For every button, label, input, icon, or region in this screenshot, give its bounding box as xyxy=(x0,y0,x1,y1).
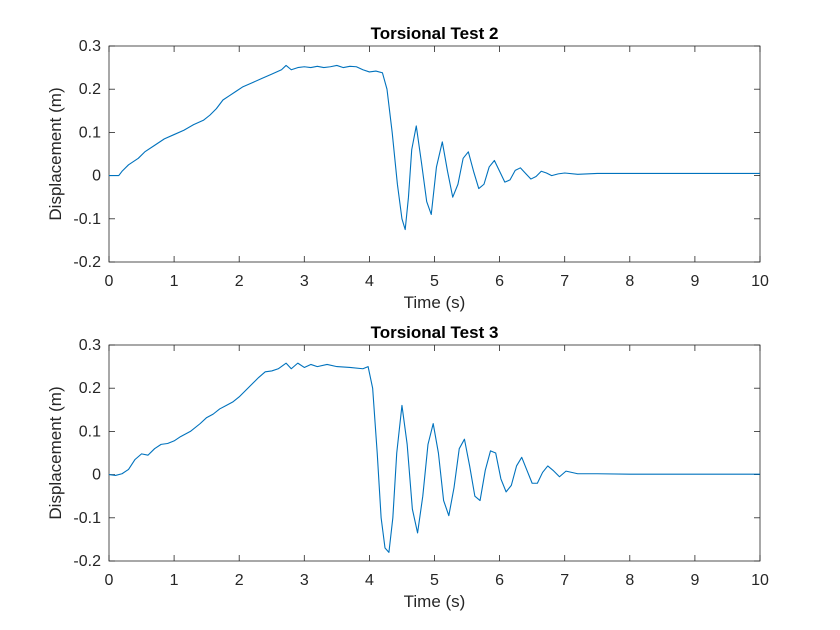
x-tick-label: 0 xyxy=(105,273,114,290)
subplot-2: Torsional Test 3 Time (s) Displacement (… xyxy=(46,323,769,611)
chart-title: Torsional Test 2 xyxy=(371,24,499,43)
x-tick-label: 9 xyxy=(690,572,699,589)
x-tick-label: 10 xyxy=(751,273,769,290)
tick-group: 0 1 2 3 4 5 6 7 8 9 10 -0.2 -0.1 0 0.1 0.2 0.3 xyxy=(73,38,769,290)
y-tick-label: -0.2 xyxy=(73,254,101,271)
y-axis-label: Displacement (m) xyxy=(46,386,65,519)
chart-title: Torsional Test 3 xyxy=(371,323,499,342)
x-tick-label: 7 xyxy=(560,572,569,589)
x-tick-label: 8 xyxy=(625,572,634,589)
y-tick-label: 0.1 xyxy=(79,423,101,440)
y-tick-label: -0.1 xyxy=(73,211,101,228)
y-tick-label: 0 xyxy=(92,168,101,185)
x-tick-label: 4 xyxy=(365,273,374,290)
x-tick-label: 9 xyxy=(690,273,699,290)
x-tick-label: 8 xyxy=(625,273,634,290)
x-tick-label: 1 xyxy=(170,572,179,589)
subplot-1: Torsional Test 2 Time (s) Displacement (… xyxy=(46,24,769,312)
y-tick-label: 0.3 xyxy=(79,38,101,55)
y-tick-label: 0 xyxy=(92,467,101,484)
x-tick-label: 3 xyxy=(300,273,309,290)
y-tick-label: -0.2 xyxy=(73,553,101,570)
x-axis-label: Time (s) xyxy=(404,592,466,611)
x-tick-label: 5 xyxy=(430,572,439,589)
x-tick-label: 4 xyxy=(365,572,374,589)
x-tick-label: 6 xyxy=(495,273,504,290)
y-tick-label: 0.2 xyxy=(79,380,101,397)
plot-area xyxy=(108,344,761,562)
x-tick-label: 3 xyxy=(300,572,309,589)
series-line xyxy=(108,362,760,553)
y-axis-label: Displacement (m) xyxy=(46,87,65,220)
x-tick-label: 6 xyxy=(495,572,504,589)
y-tick-label: 0.1 xyxy=(79,124,101,141)
series-line xyxy=(109,64,760,231)
x-tick-label: 2 xyxy=(235,572,244,589)
x-tick-label: 7 xyxy=(560,273,569,290)
x-tick-label: 0 xyxy=(105,572,114,589)
x-tick-label: 1 xyxy=(170,273,179,290)
tick-group: 0 1 2 3 4 5 6 7 8 9 10 -0.2 -0.1 0 0.1 0.2 0.3 xyxy=(73,337,769,589)
y-tick-label: -0.1 xyxy=(73,510,101,527)
plot-area xyxy=(108,45,761,263)
x-axis-label: Time (s) xyxy=(404,293,466,312)
y-tick-label: 0.2 xyxy=(79,81,101,98)
x-tick-label: 10 xyxy=(751,572,769,589)
x-tick-label: 2 xyxy=(235,273,244,290)
y-tick-label: 0.3 xyxy=(79,337,101,354)
x-tick-label: 5 xyxy=(430,273,439,290)
